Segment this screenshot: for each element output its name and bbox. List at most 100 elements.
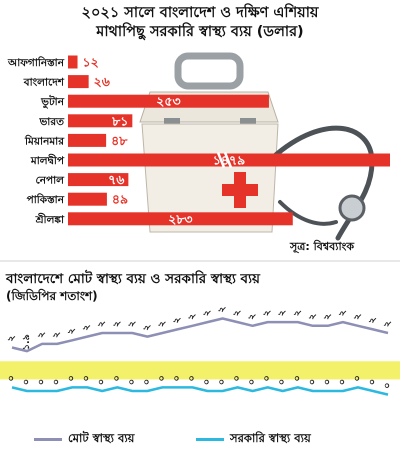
- line-point-label: ০: [126, 379, 137, 385]
- legend-govt: সরকারি স্বাস্থ্য ব্যয়: [196, 430, 311, 449]
- bar-category-label: বাংলাদেশ: [23, 77, 65, 89]
- highlight-band: [0, 361, 400, 380]
- legend-govt-swatch: [196, 438, 224, 441]
- line-point-label: ০: [81, 375, 92, 381]
- line-point-label: ০: [232, 375, 243, 381]
- line-point-label: ২: [186, 314, 197, 320]
- bar-category-label: ভারত: [38, 116, 65, 128]
- line-point-label: ২: [81, 325, 92, 331]
- bar-chart-title-block: ২০২১ সালে বাংলাদেশ ও দক্ষিণ এশিয়ায় মাথ…: [0, 4, 400, 42]
- bar-value-label: ৮১: [111, 113, 128, 128]
- line-point-label: ২: [382, 321, 393, 327]
- line-point-label: ০: [292, 375, 303, 381]
- line-point-label: ০: [21, 379, 32, 385]
- kit-cross-icon: [222, 172, 258, 208]
- line-point-label: ১.৯: [21, 334, 32, 350]
- legend-total: মোট স্বাস্থ্য ব্যয়: [34, 430, 134, 449]
- line-point-label: ২: [126, 321, 137, 327]
- bar-category-label: পাকিস্তান: [27, 192, 65, 206]
- line-point-label: ০: [307, 379, 318, 385]
- legend-govt-label: সরকারি স্বাস্থ্য ব্যয়: [230, 431, 311, 445]
- bar: [68, 212, 293, 226]
- bar-category-label: মালদ্বীপ: [30, 153, 65, 167]
- line-point-label: ০: [247, 379, 258, 385]
- line-chart-subtitle: (জিডিপির শতাংশ): [6, 289, 98, 303]
- bar-value-label: ১৪৭৯: [213, 153, 245, 168]
- line-point-label: ২: [51, 332, 62, 338]
- bar: [68, 94, 269, 108]
- bar: [68, 114, 133, 128]
- legend-total-swatch: [34, 438, 62, 441]
- line-point-label: ২: [66, 328, 77, 334]
- bar-value-label: ৭৬: [108, 172, 125, 187]
- bar-chart-subtitle: মাথাপিছু সরকারি স্বাস্থ্য ব্যয় (ডলার): [96, 24, 304, 40]
- line-point-label: ২: [202, 310, 213, 316]
- line-point-label: ০: [51, 379, 62, 385]
- line-point-label: ২: [277, 310, 288, 316]
- line-point-label: ০: [277, 379, 288, 385]
- line-point-label: ০: [337, 379, 348, 385]
- bar: [68, 173, 129, 187]
- line-point-label: ২: [217, 306, 228, 312]
- line-point-label: ০: [262, 375, 273, 381]
- line-point-label: ২: [322, 314, 333, 320]
- bar: [68, 133, 107, 147]
- govt-health-line: [11, 386, 389, 396]
- legend-total-label: মোট স্বাস্থ্য ব্যয়: [68, 431, 135, 445]
- line-point-label: ২: [352, 314, 363, 320]
- line-point-label: ২: [307, 314, 318, 320]
- source-note: সূত্র: বিশ্বব্যাংক: [290, 240, 355, 253]
- line-point-label: ২: [337, 310, 348, 316]
- line-point-label: ২: [292, 310, 303, 316]
- kit-handle: [174, 52, 244, 90]
- line-point-label: ০: [382, 383, 393, 389]
- line-point-label: ০: [202, 379, 213, 385]
- line-point-label: ০: [367, 379, 378, 385]
- line-point-label: ০: [36, 379, 47, 385]
- line-point-label: ০: [96, 379, 107, 385]
- bar-chart: আফগানিস্তান ১২ বাংলাদেশ ২৬ ভুটান ২৫৩ ভারত ৮১ মিয…: [7, 52, 390, 241]
- bar-value-label: ৪৯: [112, 192, 128, 207]
- line-point-label: ০: [171, 375, 182, 381]
- line-point-label: ২: [36, 332, 47, 338]
- bar-value-label: ২৬: [94, 74, 111, 89]
- line-point-label: ২: [247, 314, 258, 320]
- bar-break-mark: [216, 152, 233, 168]
- stethoscope-chestpiece: [338, 194, 366, 222]
- bar-chart-title: ২০২১ সালে বাংলাদেশ ও দক্ষিণ এশিয়ায়: [81, 5, 319, 21]
- line-point-label: ২: [262, 310, 273, 316]
- line-point-label: ২: [232, 310, 243, 316]
- line-point-label: ০: [217, 379, 228, 385]
- stethoscope-tube-2: [278, 200, 338, 226]
- bar-value-label: ১২: [83, 55, 99, 70]
- line-point-label: ০: [6, 375, 17, 381]
- line-point-label: ০: [66, 375, 77, 381]
- line-point-label: ২: [156, 321, 167, 327]
- line-point-label: ২: [141, 325, 152, 331]
- line-point-label: ০: [186, 375, 197, 381]
- line-point-label: ০: [322, 379, 333, 385]
- bar-value-label: ২৮৩: [168, 211, 193, 226]
- line-point-label: ২: [111, 321, 122, 327]
- bar: [68, 75, 89, 89]
- line-point-label: ২: [171, 317, 182, 323]
- line-chart-panel: বাংলাদেশে মোট স্বাস্থ্য ব্যয় ও সরকারি স…: [0, 264, 400, 452]
- bar: [68, 192, 107, 206]
- line-point-label: ০: [156, 375, 167, 381]
- line-chart-title: বাংলাদেশে মোট স্বাস্থ্য ব্যয় ও সরকারি স…: [6, 271, 260, 287]
- line-point-label: ০: [111, 375, 122, 381]
- line-point-label: ২: [6, 335, 17, 341]
- bar-category-label: নেপাল: [35, 175, 65, 187]
- line-point-label: ২: [367, 317, 378, 323]
- bar-value-label: ৪৮: [111, 133, 128, 148]
- total-health-line: [11, 317, 389, 353]
- line-point-label: ০: [141, 379, 152, 385]
- bar: [68, 55, 78, 69]
- bar-value-label: ২৫৩: [156, 94, 181, 109]
- bar-category-label: শ্রীলঙ্কা: [35, 212, 65, 226]
- bar-category-label: ভুটান: [40, 94, 65, 109]
- section-divider: [0, 260, 400, 262]
- bar-category-label: আফগানিস্তান: [7, 55, 65, 69]
- line-point-label: ০: [352, 375, 363, 381]
